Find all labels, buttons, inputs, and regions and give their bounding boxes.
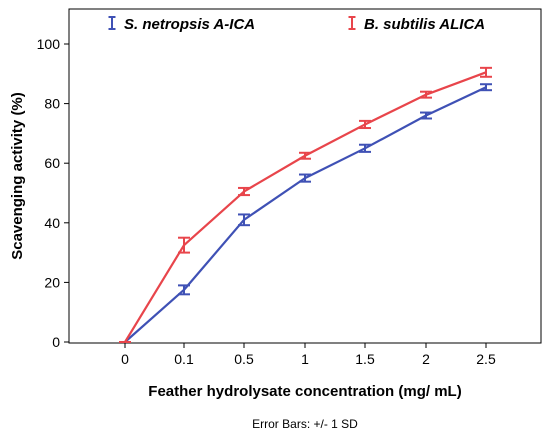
legend: S. netropsis A-ICA B. subtilis ALICA — [108, 16, 485, 33]
x-axis: 0 0.1 0.5 1 1.5 2 2.5 — [121, 343, 496, 367]
x-tick-label: 0.1 — [174, 351, 194, 367]
y-axis-title: Scavenging activity (%) — [9, 92, 26, 260]
legend-label: S. netropsis A-ICA — [124, 16, 255, 33]
legend-error-bar-symbol — [108, 16, 116, 30]
x-tick-label: 1.5 — [355, 351, 375, 367]
legend-label: B. subtilis ALICA — [364, 16, 485, 33]
y-axis: 0 20 40 60 80 100 — [37, 36, 69, 350]
y-tick-label: 80 — [44, 96, 60, 112]
y-tick-label: 60 — [44, 155, 60, 171]
x-tick-label: 1 — [301, 351, 309, 367]
x-tick-label: 0 — [121, 351, 129, 367]
x-tick-label: 0.5 — [234, 351, 254, 367]
legend-item: B. subtilis ALICA — [348, 16, 485, 33]
y-tick-label: 20 — [44, 274, 60, 290]
error-bars-note: Error Bars: +/- 1 SD — [252, 417, 358, 431]
legend-item: S. netropsis A-ICA — [108, 16, 255, 33]
series-2 — [119, 66, 492, 343]
series-layer — [119, 66, 492, 343]
y-tick-label: 40 — [44, 215, 60, 231]
y-tick-label: 100 — [37, 36, 61, 52]
x-tick-label: 2.5 — [476, 351, 496, 367]
y-tick-label: 0 — [52, 334, 60, 350]
legend-error-bar-symbol — [348, 16, 356, 30]
x-tick-label: 2 — [422, 351, 430, 367]
x-axis-title: Feather hydrolysate concentration (mg/ m… — [148, 383, 461, 400]
series-1 — [119, 83, 492, 343]
